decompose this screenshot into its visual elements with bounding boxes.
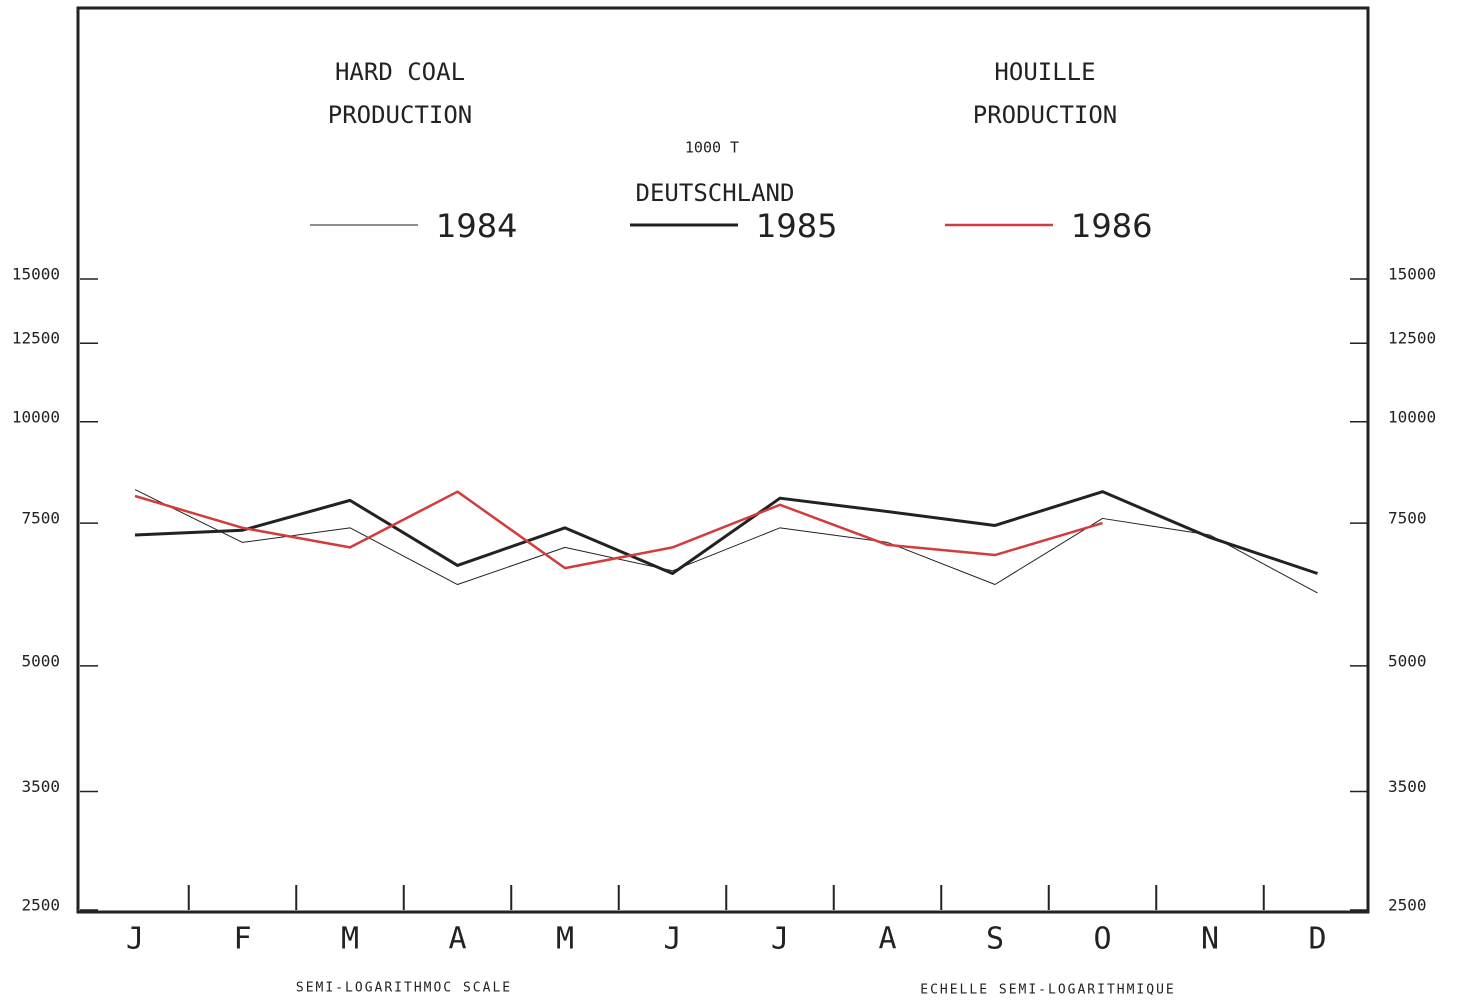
subtitle: DEUTSCHLAND bbox=[636, 179, 795, 207]
y-tick-label-right: 15000 bbox=[1388, 265, 1436, 284]
x-tick-label: S bbox=[986, 922, 1004, 957]
series-line bbox=[134, 490, 1103, 570]
y-tick-label-left: 3500 bbox=[21, 777, 60, 796]
y-tick-label-right: 5000 bbox=[1388, 651, 1427, 670]
x-tick-label: A bbox=[448, 922, 466, 957]
legend-label: 1985 bbox=[756, 207, 837, 245]
y-tick-label-left: 7500 bbox=[21, 509, 60, 528]
series-line bbox=[134, 489, 1318, 594]
x-tick-label: F bbox=[233, 922, 251, 957]
x-tick-label: O bbox=[1093, 922, 1111, 957]
x-tick-label: N bbox=[1201, 922, 1219, 957]
title-en-2: PRODUCTION bbox=[328, 101, 473, 129]
y-tick-label-left: 2500 bbox=[21, 896, 60, 915]
title-fr-1: HOUILLE bbox=[994, 58, 1095, 86]
unit: 1000 T bbox=[685, 139, 739, 157]
note-en: SEMI-LOGARITHMOC SCALE bbox=[296, 981, 512, 996]
legend-label: 1984 bbox=[436, 207, 517, 245]
x-tick-label: D bbox=[1308, 922, 1326, 957]
x-tick-label: A bbox=[878, 922, 896, 957]
x-tick-label: M bbox=[341, 922, 359, 957]
y-tick-label-left: 10000 bbox=[12, 407, 60, 426]
y-tick-label-right: 10000 bbox=[1388, 407, 1436, 426]
x-tick-label: J bbox=[126, 922, 144, 957]
y-tick-label-right: 2500 bbox=[1388, 896, 1427, 915]
y-tick-label-left: 15000 bbox=[12, 265, 60, 284]
series-line bbox=[134, 490, 1318, 575]
x-tick-label: J bbox=[771, 922, 789, 957]
x-tick-label: J bbox=[663, 922, 681, 957]
y-tick-label-left: 12500 bbox=[12, 329, 60, 348]
note-fr: ECHELLE SEMI-LOGARITHMIQUE bbox=[920, 983, 1176, 998]
y-tick-label-right: 12500 bbox=[1388, 329, 1436, 348]
title-fr-2: PRODUCTION bbox=[973, 101, 1118, 129]
x-tick-label: M bbox=[556, 922, 574, 957]
y-tick-label-right: 3500 bbox=[1388, 777, 1427, 796]
y-tick-label-right: 7500 bbox=[1388, 509, 1427, 528]
y-tick-label-left: 5000 bbox=[21, 651, 60, 670]
legend-label: 1986 bbox=[1071, 207, 1152, 245]
plot-frame bbox=[76, 6, 1370, 914]
title-en-1: HARD COAL bbox=[335, 58, 465, 86]
